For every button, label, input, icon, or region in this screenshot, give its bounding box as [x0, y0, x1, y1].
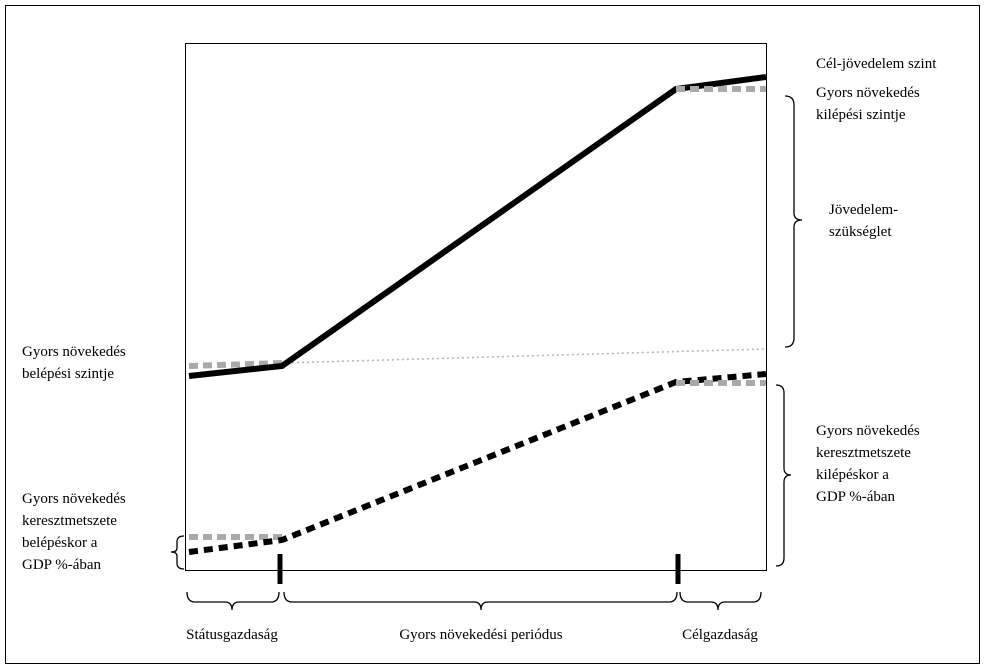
- status-economy-brace: [186, 591, 280, 611]
- cross-section-lines: [188, 371, 767, 555]
- cross-section-exit-brace: [775, 384, 792, 567]
- phase-status-economy-label: Státusgazdaság: [186, 627, 278, 643]
- cross-section-entry-label-line-4: GDP %-ában: [22, 557, 102, 573]
- cross-section-entry-brace: [170, 535, 185, 570]
- cross-section-exit-label-line-4: GDP %-ában: [816, 489, 896, 505]
- entry-level-label-line-1: Gyors növekedés: [22, 344, 126, 360]
- cross-section-entry-label-line-1: Gyors növekedés: [22, 491, 126, 507]
- income-need-label-line-1: Jövedelem-: [829, 202, 898, 218]
- exit-level-label-line-1: Gyors növekedés: [816, 85, 920, 101]
- cross-section-exit-label-line-3: kilépéskor a: [816, 467, 889, 483]
- rapid-growth-period-brace: [283, 591, 678, 611]
- income-level-lines: [188, 74, 767, 379]
- period-start-marker: [277, 554, 283, 584]
- cross-section-path-line: [188, 371, 767, 555]
- phase-target-economy-label: Célgazdaság: [682, 627, 758, 643]
- entry-level-reference-line: [188, 360, 283, 369]
- period-end-marker: [675, 554, 681, 584]
- outer-frame: [5, 5, 980, 664]
- income-need-label-line-2: szükséglet: [829, 224, 892, 240]
- baseline-trend-line: [281, 348, 767, 364]
- phase-rapid-growth-label: Gyors növekedési periódus: [399, 627, 562, 643]
- cross-section-entry-label-line-3: belépéskor a: [22, 535, 98, 551]
- cross-section-exit-label-line-2: keresztmetszete: [816, 445, 911, 461]
- cross-section-exit-label-line-1: Gyors növekedés: [816, 423, 920, 439]
- plot-area: [185, 43, 767, 571]
- target-economy-brace: [679, 591, 762, 611]
- cross-section-entry-label-line-2: keresztmetszete: [22, 513, 117, 529]
- entry-level-label-line-2: belépési szintje: [22, 366, 114, 382]
- target-income-level-label: Cél-jövedelem szint: [816, 56, 937, 72]
- income-path-line: [188, 74, 767, 379]
- exit-level-label-line-2: kilépési szintje: [816, 107, 906, 123]
- income-need-brace: [784, 95, 803, 348]
